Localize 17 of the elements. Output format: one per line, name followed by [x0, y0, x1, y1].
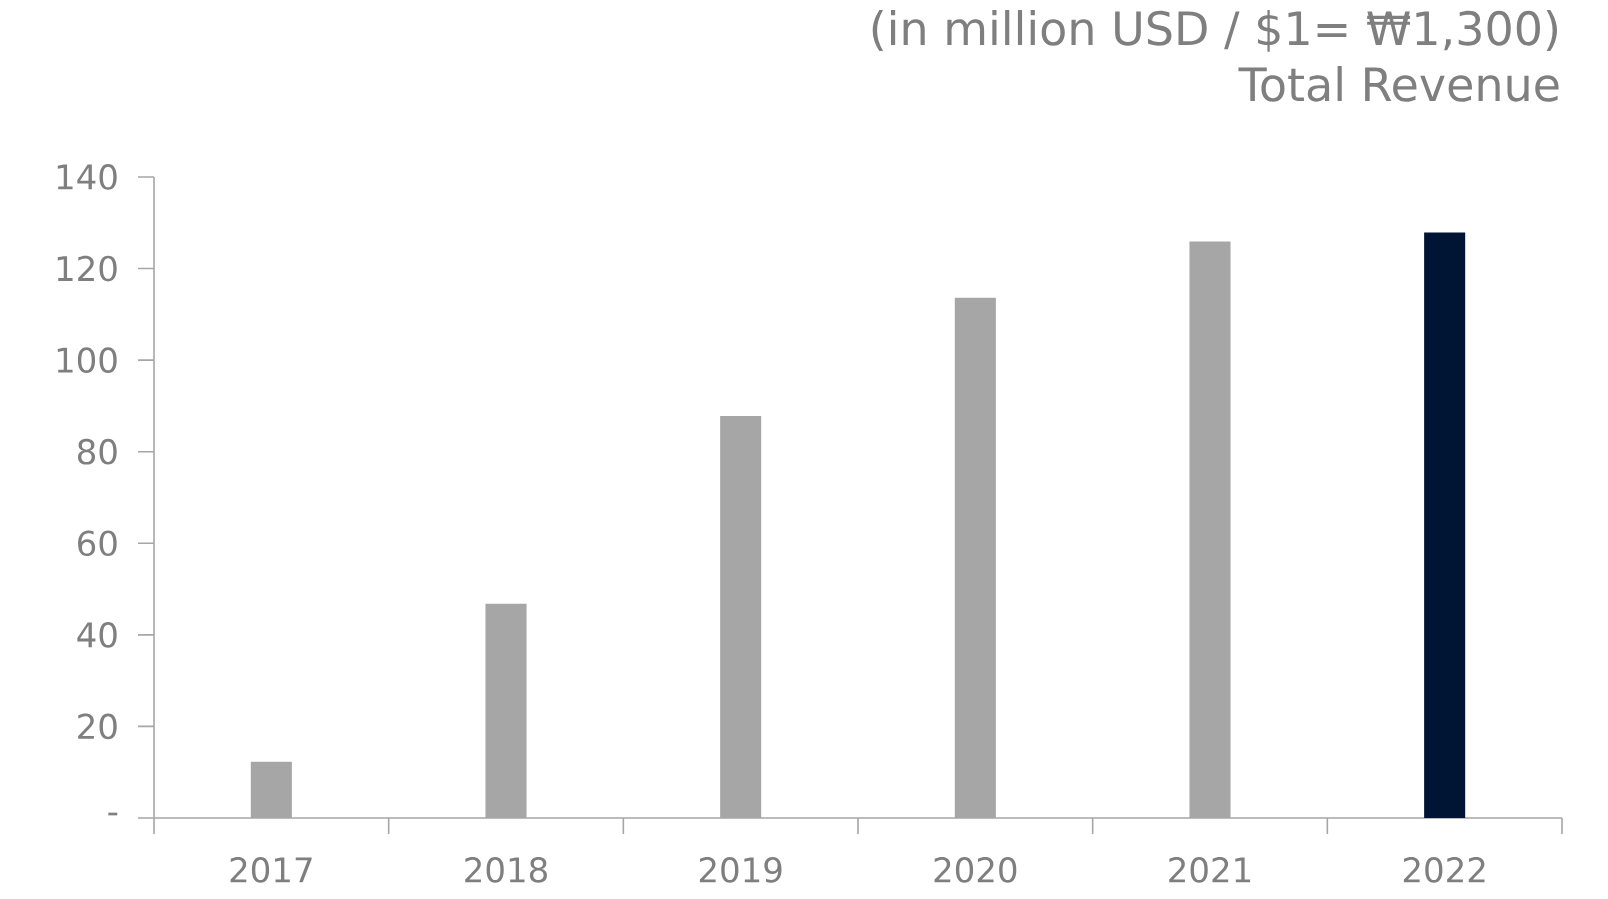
- y-tick-label: 140: [57, 164, 117, 190]
- chart-title: Total Revenue: [1238, 66, 1559, 102]
- y-tick-label: -: [108, 812, 118, 816]
- y-tick-label: 100: [57, 347, 117, 373]
- y-tick-label: 60: [78, 530, 117, 557]
- x-tick-label: 2021: [1169, 857, 1251, 883]
- y-tick-label: 80: [78, 438, 117, 465]
- x-tick-label: 2022: [1403, 857, 1485, 883]
- x-tick-label: 2020: [934, 857, 1017, 883]
- x-tick-label: 2019: [699, 857, 782, 883]
- chart-subtitle: (in million USD / $1= ₩1,300): [872, 10, 1557, 52]
- y-tick-label: 20: [78, 713, 117, 740]
- bar: [1424, 232, 1466, 818]
- y-tick-label: 120: [57, 255, 117, 282]
- x-tick-label: 2017: [230, 857, 312, 883]
- x-tick-label: 2018: [465, 857, 547, 883]
- y-tick-label: 40: [77, 621, 117, 648]
